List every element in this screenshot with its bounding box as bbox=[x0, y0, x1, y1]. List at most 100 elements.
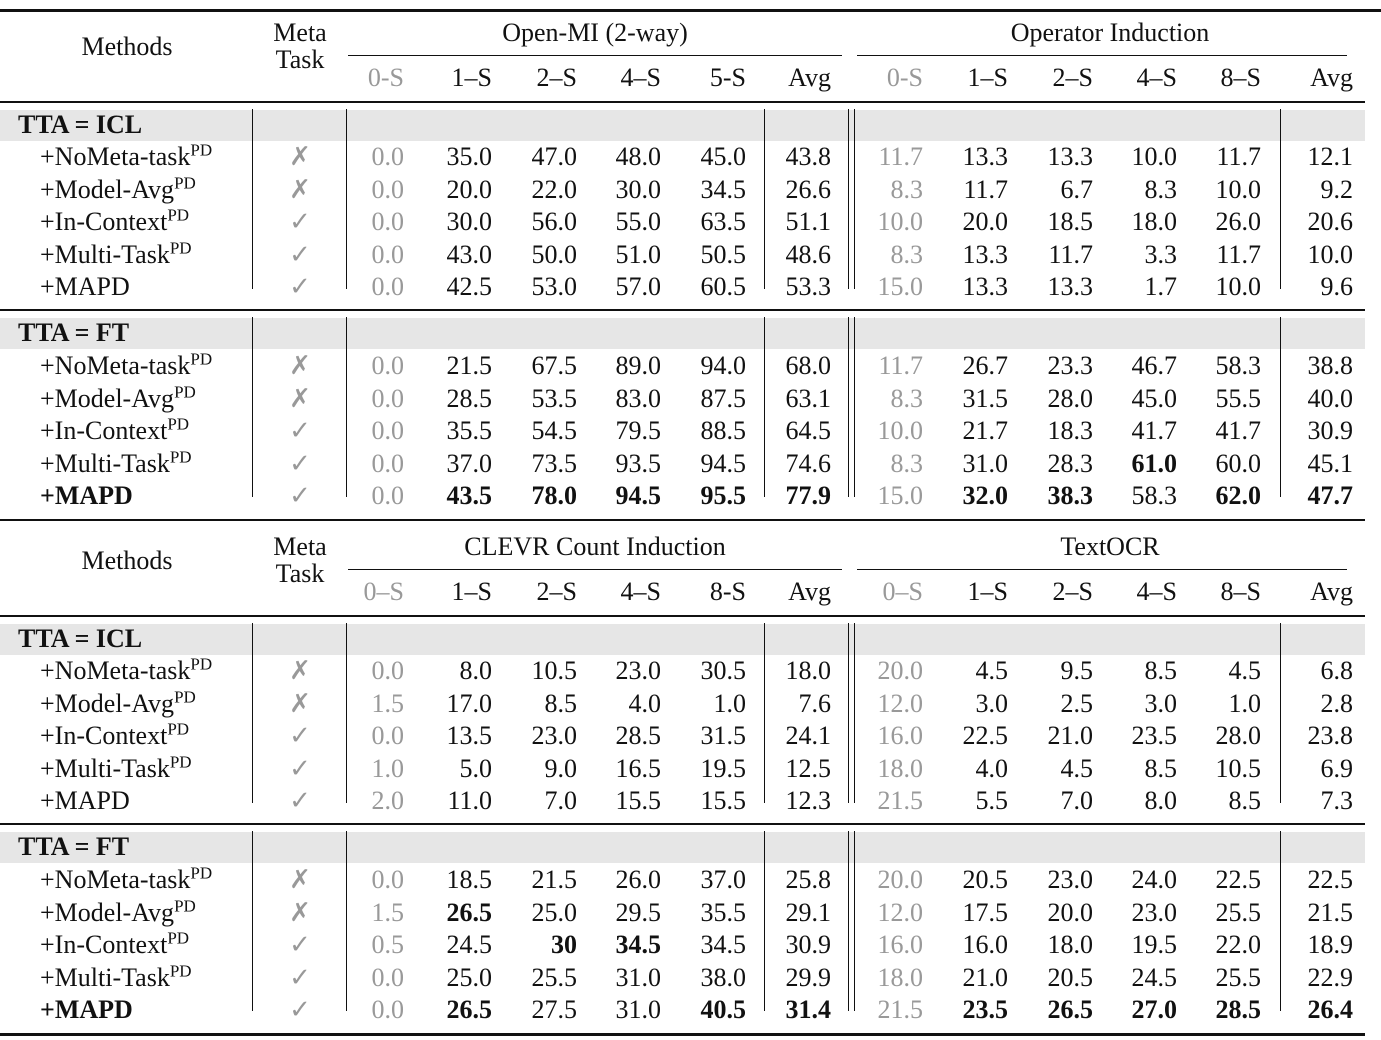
cell: 89.0 bbox=[615, 351, 662, 380]
cell: 11.7 bbox=[878, 351, 923, 380]
method-name: +MAPD bbox=[40, 480, 133, 512]
cell: 30 bbox=[551, 930, 577, 959]
cell: 50.5 bbox=[700, 240, 747, 269]
cell: 26.4 bbox=[1307, 995, 1354, 1024]
cell: 42.5 bbox=[446, 272, 493, 301]
column-header: 2–S bbox=[536, 63, 577, 92]
meta-mark: ✓ bbox=[289, 995, 311, 1024]
meta-mark: ✗ bbox=[289, 175, 311, 204]
method: +MAPD bbox=[40, 786, 130, 815]
cell: 6.9 bbox=[1320, 754, 1354, 783]
rule bbox=[848, 831, 849, 1011]
method-name: +NoMeta-taskPD bbox=[40, 655, 212, 687]
cell: 16.0 bbox=[962, 930, 1009, 959]
rule bbox=[764, 317, 765, 497]
cell: 8.5 bbox=[1228, 786, 1262, 815]
cell: 63.1 bbox=[785, 384, 832, 413]
column-header: 5-S bbox=[709, 63, 746, 92]
cell: 60.5 bbox=[700, 272, 747, 301]
cell: 1.0 bbox=[371, 754, 405, 783]
rule bbox=[346, 623, 347, 803]
rule bbox=[0, 823, 1365, 825]
rule bbox=[252, 623, 253, 803]
column-header: Avg bbox=[1310, 577, 1353, 606]
method: +Multi-Task bbox=[40, 754, 170, 783]
cell: 8.3 bbox=[890, 175, 924, 204]
meta-mark: ✓ bbox=[289, 416, 311, 445]
cell: 10.5 bbox=[1215, 754, 1262, 783]
cell: 47.0 bbox=[531, 142, 578, 171]
cell: 93.5 bbox=[615, 449, 662, 478]
cell: 20.6 bbox=[1307, 207, 1354, 236]
method-name: +Model-AvgPD bbox=[40, 383, 196, 415]
cell: 21.5 bbox=[531, 865, 578, 894]
section-band bbox=[0, 318, 1365, 349]
cell: 21.5 bbox=[877, 995, 924, 1024]
cell: 60.0 bbox=[1215, 449, 1262, 478]
cell: 67.5 bbox=[531, 351, 578, 380]
cell: 19.5 bbox=[1131, 930, 1178, 959]
method-name: +In-ContextPD bbox=[40, 415, 189, 447]
column-header: 1–S bbox=[967, 577, 1008, 606]
method: +Model-Avg bbox=[40, 689, 175, 718]
cell: 20.5 bbox=[962, 865, 1009, 894]
cell: 7.6 bbox=[798, 689, 832, 718]
cell: 31.0 bbox=[615, 995, 662, 1024]
cell: 1.7 bbox=[1144, 272, 1178, 301]
rule bbox=[252, 317, 253, 497]
method: +Multi-Task bbox=[40, 240, 170, 269]
cell: 16.0 bbox=[877, 721, 924, 750]
cell: 45.1 bbox=[1307, 449, 1354, 478]
cell: 40.0 bbox=[1307, 384, 1354, 413]
cell: 8.3 bbox=[1144, 175, 1178, 204]
header-meta: Task bbox=[275, 45, 325, 74]
cell: 23.0 bbox=[1047, 865, 1094, 894]
cell: 20.0 bbox=[962, 207, 1009, 236]
rule bbox=[764, 109, 765, 289]
superscript: PD bbox=[167, 205, 190, 225]
cell: 57.0 bbox=[615, 272, 662, 301]
rule bbox=[857, 55, 1347, 56]
group-header: CLEVR Count Induction bbox=[464, 532, 726, 561]
header-meta: Meta bbox=[273, 532, 327, 561]
cell: 0.0 bbox=[371, 351, 405, 380]
cell: 24.5 bbox=[1131, 963, 1178, 992]
superscript: PD bbox=[169, 961, 192, 981]
cell: 41.7 bbox=[1215, 416, 1262, 445]
cell: 20.0 bbox=[1047, 898, 1094, 927]
cell: 88.5 bbox=[700, 416, 747, 445]
column-header: 0-S bbox=[367, 63, 404, 92]
cell: 8.0 bbox=[1144, 786, 1178, 815]
cell: 31.4 bbox=[785, 995, 832, 1024]
cell: 28.3 bbox=[1047, 449, 1094, 478]
rule bbox=[346, 831, 347, 1011]
rule bbox=[346, 109, 347, 289]
cell: 58.3 bbox=[1131, 481, 1178, 510]
superscript: PD bbox=[190, 654, 213, 674]
method-name: +NoMeta-taskPD bbox=[40, 141, 212, 173]
superscript: PD bbox=[174, 896, 196, 916]
cell: 20.0 bbox=[877, 656, 924, 685]
method-name: +Multi-TaskPD bbox=[40, 239, 192, 271]
cell: 35.0 bbox=[446, 142, 493, 171]
method-name: +MAPD bbox=[40, 785, 130, 817]
column-header: 2–S bbox=[1052, 63, 1093, 92]
column-header: 8–S bbox=[1220, 63, 1261, 92]
cell: 1.5 bbox=[371, 689, 405, 718]
method-name: +Multi-TaskPD bbox=[40, 962, 192, 994]
method: +Model-Avg bbox=[40, 384, 175, 413]
method-name: +Multi-TaskPD bbox=[40, 753, 192, 785]
cell: 0.0 bbox=[371, 416, 405, 445]
cell: 4.5 bbox=[1228, 656, 1262, 685]
group-header: Operator Induction bbox=[1010, 18, 1210, 47]
column-header: Avg bbox=[788, 63, 831, 92]
cell: 73.5 bbox=[531, 449, 578, 478]
cell: 28.0 bbox=[1215, 721, 1262, 750]
cell: 5.0 bbox=[459, 754, 493, 783]
cell: 23.0 bbox=[531, 721, 578, 750]
method: +NoMeta-task bbox=[40, 865, 191, 894]
meta-mark: ✗ bbox=[289, 142, 311, 171]
cell: 55.5 bbox=[1215, 384, 1262, 413]
column-header: 0–S bbox=[882, 577, 923, 606]
superscript: PD bbox=[167, 414, 190, 434]
